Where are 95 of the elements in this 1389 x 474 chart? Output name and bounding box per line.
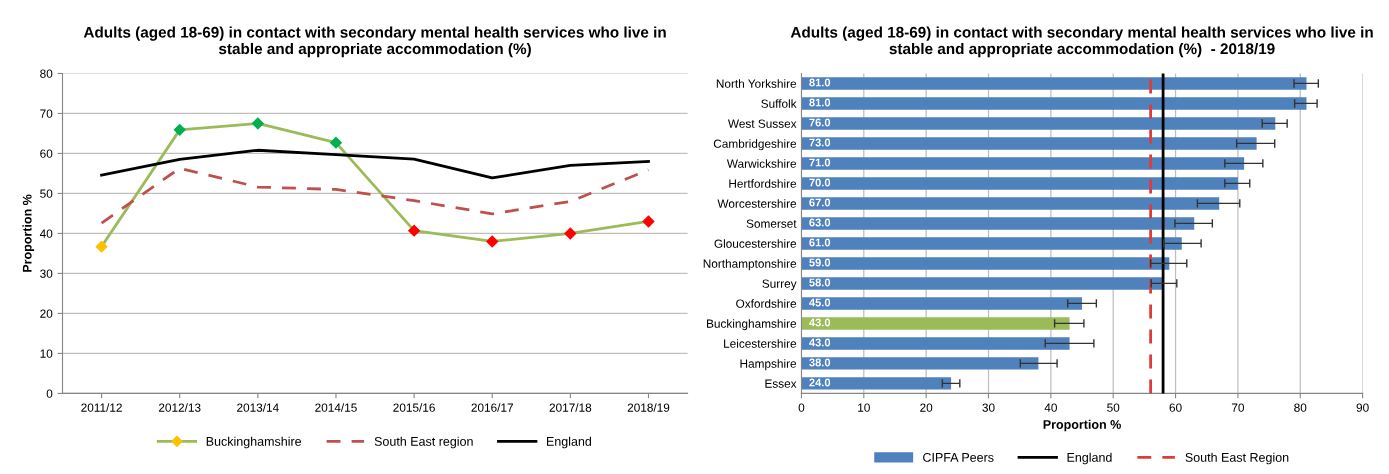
data-label: 61.0: [809, 238, 831, 247]
data-label: 58.0: [809, 278, 831, 287]
data-label: 81.0: [809, 98, 831, 107]
data-label: 73.0: [809, 138, 831, 147]
data-label: 67.0: [809, 198, 831, 207]
x-tick-label: 0: [798, 403, 805, 412]
data-label: 71.0: [809, 158, 831, 167]
point: [407, 224, 421, 237]
point: [251, 117, 265, 130]
data-label: 45.0: [809, 298, 831, 307]
x-tick-label: 30: [982, 403, 995, 412]
data-label: 63.0: [809, 218, 831, 227]
y-tick-label: Suffolk: [761, 99, 797, 108]
y-tick-label: Oxfordshire: [736, 299, 797, 308]
x-tick-label: 70: [1231, 403, 1245, 412]
x-tick-label: 2013/14: [237, 403, 279, 412]
y-tick-label: Essex: [765, 379, 797, 388]
y-tick-label: 60: [40, 149, 53, 158]
data-label: 59.0: [809, 258, 831, 267]
y-tick-label: Northamptonshire: [703, 259, 797, 271]
bar: [801, 297, 1083, 310]
bar: [801, 157, 1245, 170]
x-tick-label: 80: [1294, 403, 1307, 412]
data-label: 76.0: [809, 118, 831, 127]
x-tick-label: 2016/17: [471, 403, 513, 412]
y-tick-label: Hertfordshire: [729, 179, 797, 188]
data-label: 24.0: [809, 378, 831, 387]
bar: [801, 77, 1307, 90]
y-tick-label: Gloucestershire: [714, 239, 797, 248]
y-tick-label: 40: [39, 229, 53, 238]
y-tick-label: 80: [40, 69, 53, 78]
y-tick-label: Somerset: [746, 219, 797, 228]
y-tick-label: 20: [40, 309, 53, 318]
y-tick-label: 0: [46, 389, 53, 398]
legend-label: England: [1067, 452, 1112, 465]
x-tick-label: 50: [1107, 403, 1120, 412]
bar: [801, 177, 1238, 190]
legend-label: England: [546, 436, 592, 449]
bar: [801, 97, 1307, 110]
y-tick-label: Leicestershire: [724, 339, 797, 348]
bar: [801, 117, 1276, 130]
x-tick-label: 2018/19: [627, 403, 670, 412]
y-axis-title: Proportion %: [22, 194, 35, 272]
x-tick-label: 2011/12: [81, 403, 122, 412]
data-label: 70.0: [809, 178, 831, 187]
x-tick-label: 2014/15: [315, 403, 357, 412]
y-tick-label: North Yorkshire: [716, 79, 797, 88]
point: [173, 123, 186, 137]
y-tick-label: Buckinghamshire: [707, 319, 797, 331]
legend-label: South East region: [374, 436, 473, 449]
bar: [801, 217, 1195, 230]
legend-label: South East Region: [1185, 452, 1289, 465]
point: [642, 215, 655, 228]
point: [329, 136, 343, 149]
data-label: 38.0: [809, 358, 831, 367]
x-tick-label: 90: [1356, 403, 1369, 412]
legend-label: Buckinghamshire: [206, 436, 302, 449]
bar: [801, 357, 1039, 370]
point: [564, 227, 577, 240]
y-tick-label: 10: [40, 349, 53, 358]
x-tick-label: 40: [1044, 403, 1057, 412]
y-tick-label: Cambridgeshire: [713, 139, 797, 151]
chart-title: Adults (aged 18-69) in contact with secondary mental health services who live in stable and appropriate accommodation (%) - 2018/19: [790, 26, 1373, 58]
y-tick-label: Hampshire: [740, 359, 797, 371]
line-series: [100, 148, 650, 180]
legend-label: CIPFA Peers: [923, 452, 994, 462]
x-tick-label: 60: [1169, 403, 1182, 412]
point: [486, 235, 499, 248]
y-tick-label: Worcestershire: [717, 199, 797, 208]
data-label: 43.0: [809, 318, 831, 327]
x-axis-title: Proportion %: [1043, 419, 1121, 432]
chart-title: Adults (aged 18-69) in contact with secondary mental health services who live in stable and appropriate accommodation (%): [83, 26, 666, 58]
y-tick-label: 30: [40, 269, 53, 278]
y-tick-label: Warwickshire: [726, 159, 797, 168]
x-tick-label: 2015/16: [393, 403, 435, 412]
bar: [801, 317, 1070, 330]
point: [95, 240, 108, 253]
bar: [801, 337, 1070, 350]
bar: [801, 137, 1257, 150]
x-tick-label: 2012/13: [158, 403, 201, 412]
y-tick-label: 50: [40, 189, 53, 198]
bar: [801, 197, 1220, 210]
x-tick-label: 10: [858, 403, 870, 412]
bar: [801, 237, 1182, 250]
y-tick-label: 70: [40, 109, 53, 118]
data-label: 81.0: [809, 78, 831, 87]
y-tick-label: West Sussex: [727, 119, 797, 128]
x-tick-label: 20: [920, 403, 933, 412]
y-tick-label: Surrey: [762, 279, 797, 291]
bar: [801, 277, 1164, 290]
data-label: 43.0: [809, 338, 831, 347]
bar: [801, 257, 1170, 270]
bar: [801, 377, 952, 390]
x-tick-label: 2017/18: [549, 403, 592, 412]
line-series: [100, 166, 650, 225]
